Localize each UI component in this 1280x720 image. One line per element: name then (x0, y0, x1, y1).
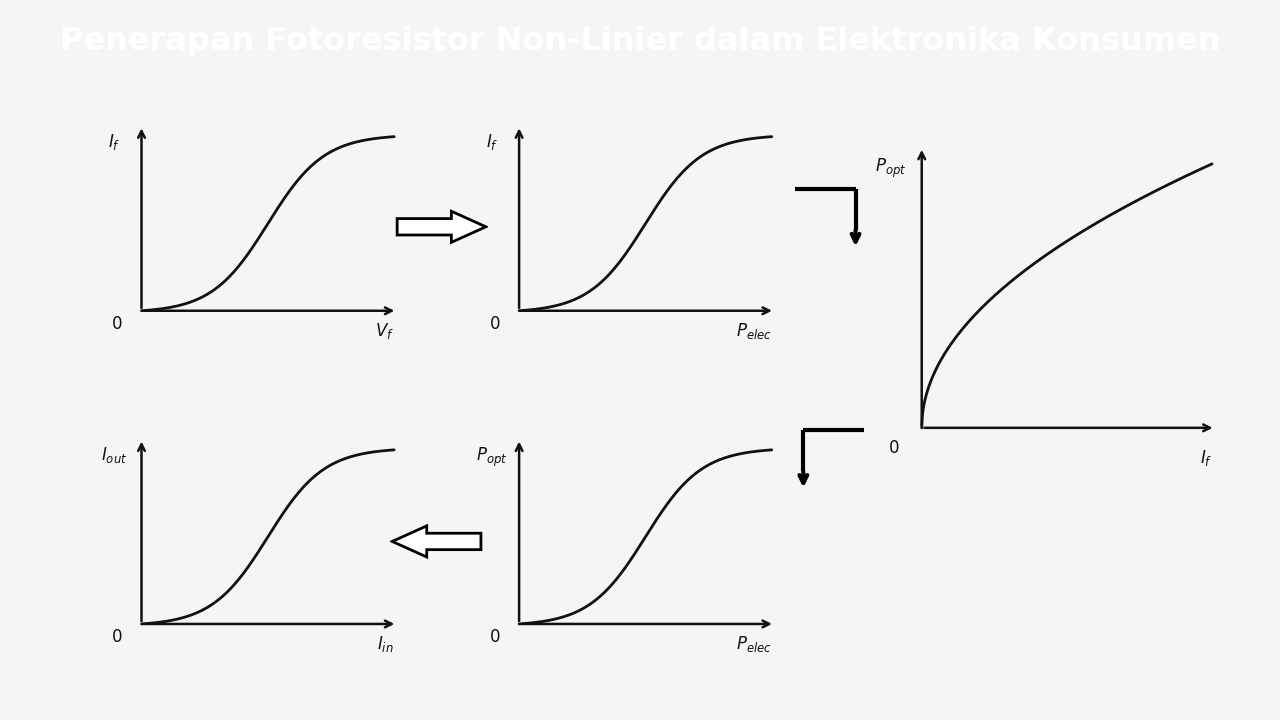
Text: 0: 0 (113, 629, 123, 647)
Text: 0: 0 (113, 315, 123, 333)
Text: $I_{out}$: $I_{out}$ (101, 446, 128, 465)
Text: $P_{elec}$: $P_{elec}$ (736, 321, 772, 341)
Text: $I_{in}$: $I_{in}$ (378, 634, 394, 654)
Text: 0: 0 (490, 629, 500, 647)
Text: $I_{f}$: $I_{f}$ (1199, 449, 1212, 468)
Polygon shape (392, 526, 481, 557)
Text: $V_{f}$: $V_{f}$ (375, 321, 394, 341)
Text: $P_{opt}$: $P_{opt}$ (476, 446, 508, 469)
Text: $P_{elec}$: $P_{elec}$ (736, 634, 772, 654)
Text: 0: 0 (888, 439, 900, 457)
Text: 0: 0 (490, 315, 500, 333)
Text: $I_{f}$: $I_{f}$ (486, 132, 498, 152)
Text: Penerapan Fotoresistor Non-Linier dalam Elektronika Konsumen: Penerapan Fotoresistor Non-Linier dalam … (60, 26, 1220, 57)
Polygon shape (397, 211, 486, 243)
Text: $P_{opt}$: $P_{opt}$ (876, 157, 906, 180)
Text: $I_{f}$: $I_{f}$ (109, 132, 120, 152)
